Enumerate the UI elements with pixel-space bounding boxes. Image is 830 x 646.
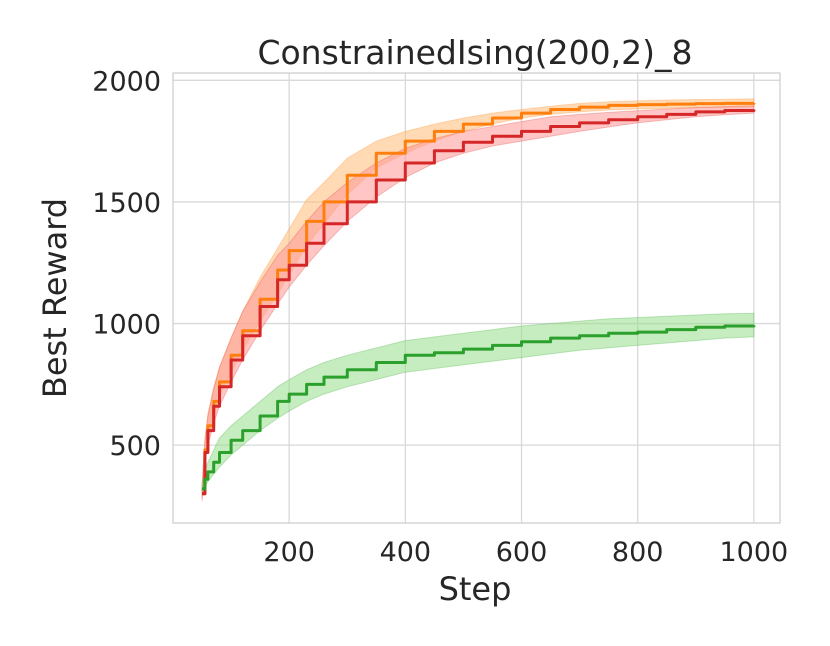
chart-title: ConstrainedIsing(200,2)_8: [257, 33, 692, 72]
series-lines: [202, 101, 756, 496]
x-tick-label: 400: [380, 537, 432, 568]
confidence-bands: [201, 98, 755, 502]
y-tick-label: 2000: [92, 66, 161, 97]
y-tick-label: 1000: [92, 310, 161, 341]
y-axis-label: Best Reward: [36, 198, 74, 398]
series-band-3: [201, 312, 755, 494]
series-line-1: [202, 101, 756, 496]
tick-labels: 200 400 600 800 1000 500 1000 1500 2000: [92, 66, 788, 568]
y-tick-label: 500: [109, 431, 161, 462]
x-tick-label: 600: [496, 537, 548, 568]
series-band-2: [201, 105, 755, 502]
series-band-1: [201, 98, 755, 499]
series-line-2: [202, 109, 756, 496]
plot-area-frame: [172, 72, 781, 524]
series-line-3: [202, 324, 756, 491]
x-tick-label: 800: [612, 537, 664, 568]
x-tick-label: 200: [263, 537, 315, 568]
x-tick-label: 1000: [720, 537, 789, 568]
y-tick-label: 1500: [92, 188, 161, 219]
x-axis-label: Step: [439, 570, 512, 608]
